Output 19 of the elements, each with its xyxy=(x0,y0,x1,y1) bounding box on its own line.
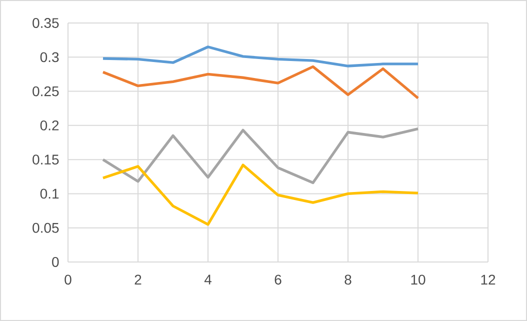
y-tick-label: 0 xyxy=(52,257,59,267)
x-tick-label: 6 xyxy=(274,274,282,285)
y-tick-label: 0.3 xyxy=(40,52,59,62)
y-tick-label: 0.15 xyxy=(32,154,59,165)
x-tick-label: 0 xyxy=(64,274,72,285)
x-tick-label: 12 xyxy=(481,274,496,284)
line-series xyxy=(102,128,420,184)
y-tick-label: 0.1 xyxy=(40,188,59,199)
x-tick-label: 10 xyxy=(411,274,426,285)
y-tick-label: 0.05 xyxy=(32,222,59,233)
y-tick-label: 0.25 xyxy=(32,86,59,96)
line-series xyxy=(102,164,420,226)
x-tick-label: 8 xyxy=(344,274,352,285)
line-series xyxy=(102,65,420,100)
y-tick-label: 0.35 xyxy=(32,18,59,28)
line-series xyxy=(102,46,420,68)
x-tick-label: 4 xyxy=(204,274,212,284)
x-tick-label: 2 xyxy=(134,274,142,284)
y-tick-label: 0.2 xyxy=(40,120,59,130)
